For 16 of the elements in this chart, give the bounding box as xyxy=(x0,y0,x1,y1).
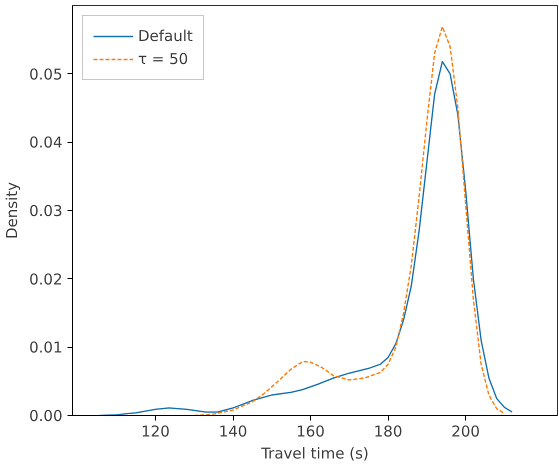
legend-label: Default xyxy=(138,27,193,45)
x-tick-label: 180 xyxy=(374,422,402,440)
y-tick-label: 0.04 xyxy=(29,134,63,152)
y-tick-label: 0.03 xyxy=(29,202,63,220)
x-tick-label: 160 xyxy=(296,422,325,440)
y-tick-label: 0.05 xyxy=(29,65,63,84)
x-tick-label: 120 xyxy=(141,422,170,440)
y-axis-title: Density xyxy=(3,182,22,240)
x-axis-title: Travel time (s) xyxy=(260,444,369,462)
line-series xyxy=(194,26,506,416)
y-tick-label: 0.00 xyxy=(29,407,63,425)
x-tick-label: 140 xyxy=(218,422,248,440)
x-tick-label: 200 xyxy=(451,422,480,440)
legend-label: τ = 50 xyxy=(138,50,188,68)
y-tick-label: 0.02 xyxy=(29,270,63,288)
y-tick-label: 0.01 xyxy=(29,338,63,357)
